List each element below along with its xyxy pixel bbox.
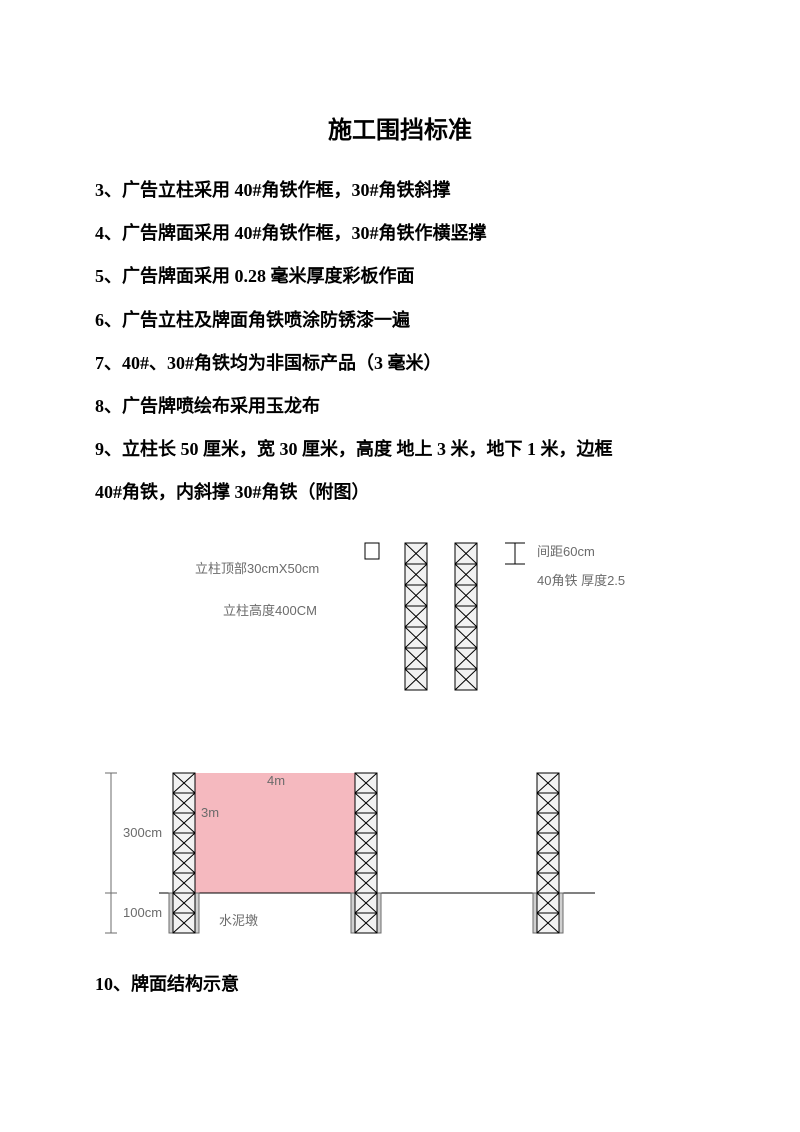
- svg-text:3m: 3m: [201, 805, 219, 820]
- svg-text:100cm: 100cm: [123, 905, 162, 920]
- svg-text:300cm: 300cm: [123, 825, 162, 840]
- spec-item-4: 4、广告牌面采用 40#角铁作框，30#角铁作横竖撑: [95, 212, 705, 255]
- svg-text:间距60cm: 间距60cm: [537, 544, 595, 559]
- spec-item-6: 6、广告立柱及牌面角铁喷涂防锈漆一遍: [95, 299, 705, 342]
- spec-item-10: 10、牌面结构示意: [95, 963, 705, 1006]
- spec-item-9b: 40#角铁，内斜撑 30#角铁（附图）: [95, 471, 705, 514]
- spec-item-3: 3、广告立柱采用 40#角铁作框，30#角铁斜撑: [95, 169, 705, 212]
- elevation-diagram: 300cm 100cm 4m 3m 水泥墩: [95, 753, 715, 963]
- svg-text:40角铁 厚度2.5: 40角铁 厚度2.5: [537, 573, 625, 588]
- svg-text:水泥墩: 水泥墩: [219, 913, 258, 928]
- svg-text:立柱高度400CM: 立柱高度400CM: [223, 603, 317, 618]
- column-top-diagram: 间距60cm 40角铁 厚度2.5 立柱顶部30cmX50cm 立柱高度400CM: [95, 533, 715, 713]
- spec-item-5: 5、广告牌面采用 0.28 毫米厚度彩板作面: [95, 255, 705, 298]
- svg-text:立柱顶部30cmX50cm: 立柱顶部30cmX50cm: [195, 561, 319, 576]
- spec-item-9a: 9、立柱长 50 厘米，宽 30 厘米，高度 地上 3 米，地下 1 米，边框: [95, 428, 705, 471]
- page-title: 施工围挡标准: [95, 110, 705, 145]
- svg-text:4m: 4m: [267, 773, 285, 788]
- spec-item-7: 7、40#、30#角铁均为非国标产品（3 毫米）: [95, 342, 705, 385]
- spec-item-8: 8、广告牌喷绘布采用玉龙布: [95, 385, 705, 428]
